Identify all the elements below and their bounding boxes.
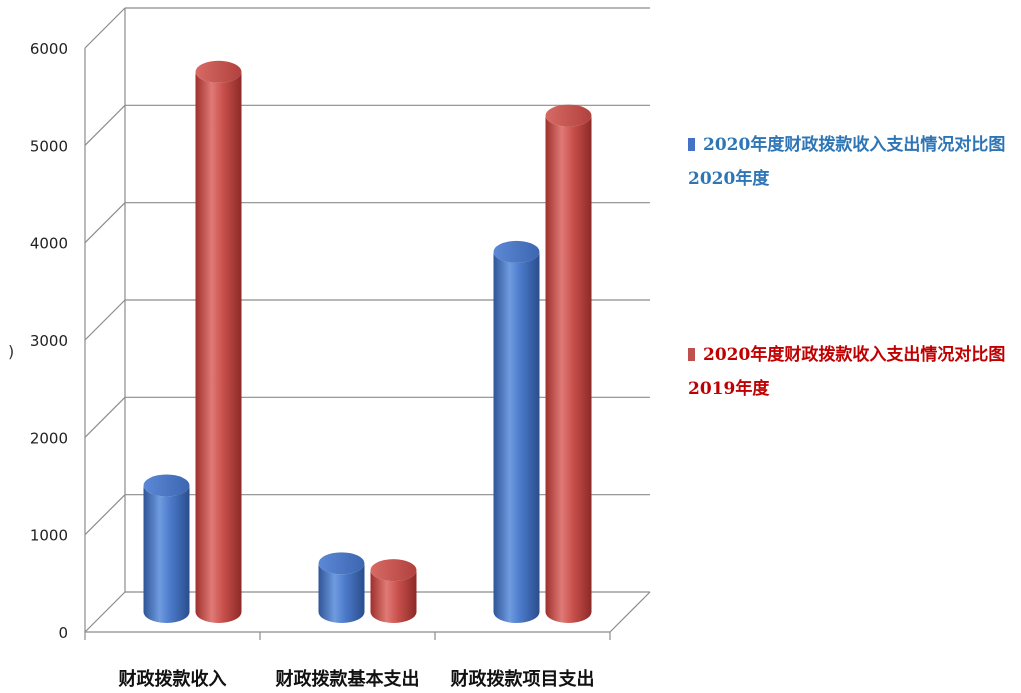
legend-label-2019-line1: 2020年度财政拨款收入支出情况对比图 [703, 345, 1006, 365]
y-tick-label-6: 6000 [30, 40, 68, 58]
legend-item-2019: 2020年度财政拨款收入支出情况对比图 2019年度 [688, 338, 1018, 406]
gridline-depth-2 [84, 396, 126, 438]
bar-2019-1 [370, 559, 417, 623]
gridline-depth-4 [84, 202, 126, 244]
y-tick-label-1: 1000 [30, 527, 68, 545]
bar-2020-1 [318, 552, 365, 623]
floor-right-edge [609, 591, 651, 633]
gridline-depth-5 [84, 104, 126, 146]
edge-mark: ) [8, 342, 15, 361]
legend-label-2020-line1: 2020年度财政拨款收入支出情况对比图 [703, 135, 1006, 155]
legend-label-2020-line2: 2020年度 [688, 169, 770, 189]
legend-label-2019-line2: 2019年度 [688, 379, 770, 399]
y-tick-label-4: 4000 [30, 235, 68, 253]
legend-item-2020: 2020年度财政拨款收入支出情况对比图 2020年度 [688, 128, 1018, 196]
gridline-depth-1 [84, 494, 126, 536]
gridline-depth-0 [84, 591, 126, 633]
gridline-depth-6 [84, 7, 126, 49]
legend-marker-blue [688, 138, 695, 151]
legend-marker-red [688, 348, 695, 361]
bar-2020-2 [493, 240, 540, 623]
y-tick-label-5: 5000 [30, 137, 68, 155]
x-category-label-1: 财政拨款基本支出 [276, 668, 420, 690]
y-tick-label-3: 3000 [30, 332, 68, 350]
y-tick-label-2: 2000 [30, 429, 68, 447]
y-tick-label-0: 0 [58, 624, 68, 642]
x-category-label-0: 财政拨款收入 [119, 668, 227, 690]
bar-2019-0 [195, 60, 242, 624]
gridline-depth-3 [84, 299, 126, 341]
bar-2020-0 [143, 474, 190, 623]
x-category-label-2: 财政拨款项目支出 [451, 668, 595, 690]
bar-2019-2 [545, 104, 592, 623]
